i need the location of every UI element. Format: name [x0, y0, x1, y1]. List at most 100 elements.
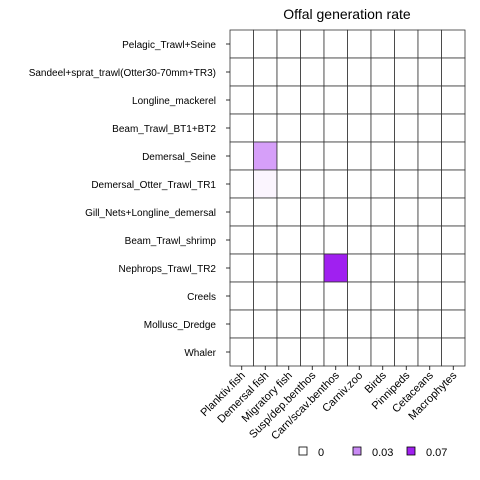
heatmap-cell: [323, 85, 348, 115]
heatmap-cell: [347, 337, 372, 367]
row-label: Pelagic_Trawl+Seine: [122, 40, 216, 51]
heatmap-cell: [323, 141, 348, 171]
heatmap-cell: [229, 225, 254, 255]
heatmap-cell: [347, 309, 372, 339]
heatmap-cell: [253, 253, 278, 283]
heatmap-cell: [323, 169, 348, 199]
heatmap-cell: [253, 57, 278, 87]
heatmap-cell: [276, 29, 301, 59]
heatmap-cell: [394, 225, 419, 255]
heatmap-cell: [253, 337, 278, 367]
heatmap-cell: [394, 169, 419, 199]
heatmap-cell: [347, 281, 372, 311]
row-label: Mollusc_Dredge: [144, 320, 217, 331]
heatmap-cell: [347, 197, 372, 227]
heatmap-cell: [253, 169, 278, 199]
heatmap-cell: [300, 253, 325, 283]
heatmap-cell: [300, 197, 325, 227]
heatmap-cell: [347, 141, 372, 171]
row-label: Beam_Trawl_BT1+BT2: [112, 124, 216, 135]
heatmap-cell: [323, 281, 348, 311]
chart-title: Offal generation rate: [283, 6, 411, 22]
heatmap-cell: [370, 57, 395, 87]
heatmap-cell: [394, 85, 419, 115]
heatmap-cell: [323, 197, 348, 227]
heatmap-cell: [441, 85, 466, 115]
heatmap-cell: [370, 253, 395, 283]
heatmap-cell: [229, 113, 254, 143]
heatmap-cell: [229, 253, 254, 283]
heatmap-cell: [276, 309, 301, 339]
legend-swatch: [352, 446, 362, 456]
legend-label: 0.03: [372, 447, 393, 459]
heatmap-cell: [229, 309, 254, 339]
heatmap-cell: [417, 309, 442, 339]
heatmap-cell: [229, 169, 254, 199]
heatmap-cell: [394, 281, 419, 311]
heatmap-cell: [347, 85, 372, 115]
heatmap-cell: [253, 309, 278, 339]
legend-swatch: [406, 446, 416, 456]
row-label: Nephrops_Trawl_TR2: [119, 264, 217, 275]
heatmap-cell: [417, 281, 442, 311]
heatmap-cells: [229, 29, 466, 367]
heatmap-cell: [417, 337, 442, 367]
heatmap-cell: [347, 253, 372, 283]
heatmap-cell: [253, 85, 278, 115]
heatmap-cell: [253, 29, 278, 59]
heatmap-cell: [441, 225, 466, 255]
heatmap-cell: [276, 169, 301, 199]
heatmap-cell: [253, 281, 278, 311]
heatmap-cell: [300, 337, 325, 367]
heatmap-cell: [347, 57, 372, 87]
heatmap-cell: [347, 225, 372, 255]
heatmap-cell: [417, 141, 442, 171]
heatmap-cell: [370, 197, 395, 227]
heatmap-cell: [370, 141, 395, 171]
legend-swatch: [298, 446, 308, 456]
legend-label: 0.07: [426, 447, 447, 459]
heatmap-cell: [441, 169, 466, 199]
heatmap-cell: [417, 85, 442, 115]
heatmap-cell: [229, 281, 254, 311]
heatmap-cell: [300, 57, 325, 87]
heatmap-cell: [323, 253, 348, 283]
row-label: Beam_Trawl_shrimp: [125, 236, 217, 247]
heatmap-cell: [417, 197, 442, 227]
row-label: Gill_Nets+Longline_demersal: [85, 208, 216, 219]
heatmap-cell: [253, 225, 278, 255]
heatmap-cell: [394, 309, 419, 339]
heatmap-cell: [417, 57, 442, 87]
heatmap-cell: [323, 337, 348, 367]
heatmap-cell: [394, 197, 419, 227]
heatmap-cell: [394, 337, 419, 367]
heatmap-cell: [370, 169, 395, 199]
heatmap-cell: [441, 309, 466, 339]
heatmap-cell: [276, 141, 301, 171]
heatmap-cell: [370, 29, 395, 59]
heatmap-cell: [394, 253, 419, 283]
heatmap-cell: [276, 85, 301, 115]
heatmap-cell: [370, 337, 395, 367]
heatmap-cell: [300, 225, 325, 255]
heatmap-cell: [300, 281, 325, 311]
heatmap-cell: [347, 169, 372, 199]
row-label: Demersal_Otter_Trawl_TR1: [91, 180, 216, 191]
heatmap-cell: [370, 85, 395, 115]
heatmap-cell: [253, 113, 278, 143]
heatmap-cell: [276, 337, 301, 367]
heatmap-cell: [347, 113, 372, 143]
heatmap-cell: [394, 29, 419, 59]
legend: 0 0.03 0.07: [298, 446, 447, 459]
heatmap-cell: [229, 57, 254, 87]
row-label: Longline_mackerel: [132, 96, 216, 107]
heatmap-cell: [229, 29, 254, 59]
heatmap-cell: [229, 337, 254, 367]
heatmap-cell: [441, 337, 466, 367]
heatmap-cell: [394, 141, 419, 171]
heatmap-cell: [253, 197, 278, 227]
heatmap-cell: [323, 225, 348, 255]
